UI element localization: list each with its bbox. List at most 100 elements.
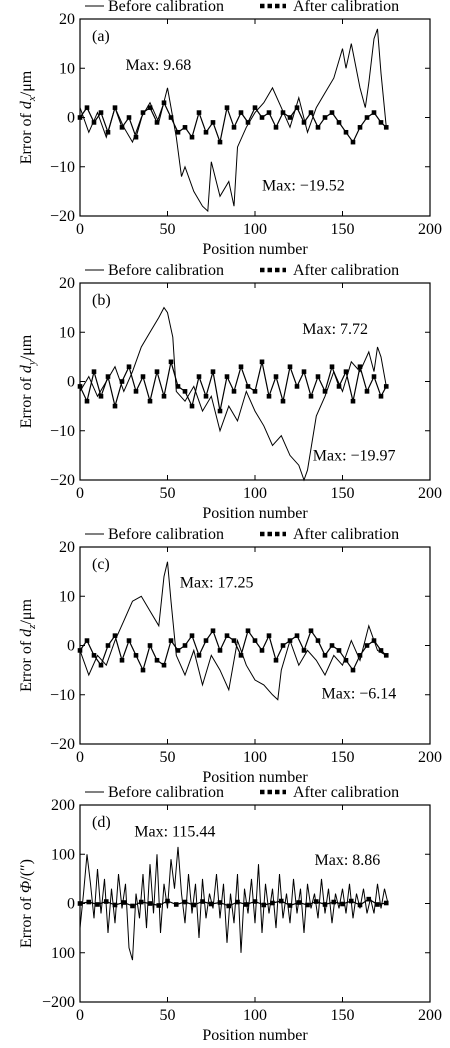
chart-1-series-after-point — [133, 134, 139, 140]
chart-4-series-after-point — [138, 899, 144, 905]
chart-3-ytick-label: 20 — [59, 539, 75, 556]
chart-2: Before calibration After calibration20100… — [18, 262, 442, 522]
chart-1-x-axis-label: Position number — [202, 241, 308, 258]
chart-1-ytick-label: −20 — [50, 208, 75, 225]
chart-1-series-after-point — [308, 110, 314, 115]
chart-1-series-after-point — [182, 125, 188, 130]
chart-2-series-after-point — [98, 393, 104, 399]
chart-3-series-after-point — [133, 653, 139, 658]
chart-1-series-after-point — [168, 115, 174, 120]
chart-4-series-after-point — [348, 898, 354, 904]
chart-3-series-after-point — [217, 648, 223, 653]
chart-2-series-after-point — [77, 384, 83, 389]
chart-2-series-before-line — [79, 306, 387, 482]
chart-3-series-after-point — [119, 657, 125, 663]
chart-3-series-after-point — [357, 653, 363, 658]
chart-3-series-after-point — [336, 648, 342, 653]
chart-2-annotation-2: Max: −19.97 — [313, 447, 396, 464]
chart-2-series-after-point — [126, 364, 132, 370]
chart-3-legend-before-label: Before calibration — [108, 526, 224, 543]
chart-3-ytick-label: 10 — [59, 588, 75, 605]
chart-2-series-after-point — [259, 359, 265, 365]
chart-4-series-before-line — [79, 846, 389, 961]
chart-1-series-after-point — [287, 115, 293, 120]
chart-4-xtick-label: 0 — [76, 1007, 84, 1024]
chart-2-series-after-point — [322, 389, 328, 394]
chart-1-series-after-point — [252, 105, 258, 110]
chart-1-legend-after-label: After calibration — [293, 0, 399, 15]
chart-3-xtick-label: 100 — [243, 749, 267, 766]
chart-4-series-after-point — [95, 902, 100, 907]
chart-4-series-after-point — [217, 900, 223, 905]
chart-3-series-after-point — [315, 638, 321, 643]
chart-1-series-after-point — [350, 139, 356, 145]
chart-1-series-after-point — [154, 120, 160, 125]
chart-1-xtick-label: 150 — [331, 221, 355, 238]
chart-1-xtick-label: 0 — [76, 221, 84, 238]
chart-1-series-after-point — [161, 100, 167, 106]
chart-1-series-after-point — [84, 105, 90, 110]
chart-1-series-after-point — [196, 110, 202, 115]
chart-4-ytick-label: 100 — [51, 945, 75, 962]
chart-3-annotation-1: Max: 17.25 — [180, 574, 254, 591]
chart-4-ytick-label: −200 — [42, 994, 75, 1011]
chart-2-series-after-point — [161, 393, 167, 399]
chart-2-ytick-label: 0 — [67, 374, 75, 391]
chart-3-series-after-point — [126, 638, 132, 643]
chart-4-series-after-point — [235, 899, 240, 905]
chart-3-ytick-label: −10 — [50, 687, 75, 704]
chart-1-series-after-point — [203, 129, 209, 135]
chart-2-series-after-point — [112, 403, 118, 409]
chart-2-series-after-point — [231, 389, 237, 394]
chart-3-series-after-point — [238, 653, 244, 658]
chart-3-series-after-point — [364, 643, 370, 648]
chart-2-series-after-point — [140, 374, 146, 379]
chart-1-series-after-point — [245, 120, 251, 125]
chart-4-series-after-point — [322, 902, 328, 907]
chart-1-annotation-2: Max: −19.52 — [262, 177, 345, 194]
chart-1-series-after-point — [322, 115, 328, 120]
chart-4-xtick-label: 150 — [331, 1007, 355, 1024]
chart-4-series-after-point — [103, 899, 109, 904]
chart-3-series-after-point — [343, 657, 349, 663]
chart-1-series-after-point — [273, 125, 279, 130]
chart-3-annotation-2: Max: −6.14 — [322, 686, 397, 703]
chart-2-series-after-point — [252, 389, 258, 394]
chart-2-series-after-point — [273, 374, 279, 379]
chart-1-xtick-label: 200 — [418, 221, 442, 238]
chart-2-ytick-label: 10 — [59, 324, 75, 341]
chart-3-series-after-point — [224, 633, 230, 638]
chart-3-xtick-label: 150 — [331, 749, 355, 766]
chart-2-ytick-label: −10 — [50, 423, 75, 440]
chart-2-series-after-point — [378, 393, 384, 399]
chart-1-panel-label: (a) — [92, 28, 110, 45]
chart-2-series-after-point — [105, 374, 111, 379]
chart-1-series-after-point — [259, 115, 265, 120]
chart-2-xtick-label: 150 — [331, 485, 355, 502]
chart-1-xtick-label: 50 — [160, 221, 176, 238]
chart-4-series-after-point — [191, 902, 197, 908]
chart-3-series-after-point — [189, 633, 195, 638]
chart-3-series-after-point — [154, 657, 160, 663]
chart-3-x-axis-label: Position number — [202, 769, 308, 786]
chart-3-series-after-point — [322, 653, 328, 658]
chart-1-series-after-point — [217, 139, 223, 145]
chart-3-series-before-line — [79, 561, 387, 701]
chart-4-ytick-label: 100 — [51, 846, 75, 863]
chart-1-series-after-point — [112, 105, 118, 110]
chart-4-series-after-point — [340, 901, 345, 907]
chart-3-series-after-point — [294, 633, 300, 638]
chart-3-series-after-point — [287, 638, 293, 643]
chart-1-series-after-point — [91, 120, 97, 125]
chart-2-series-after-point — [294, 384, 300, 389]
chart-4-series-after-point — [278, 898, 284, 904]
chart-2-ytick-label: 20 — [59, 275, 75, 292]
chart-1-series-after-point — [280, 110, 286, 115]
chart-1-series-after-point — [175, 129, 181, 135]
chart-4-series-after-point — [261, 902, 267, 908]
chart-4-series-after-point — [147, 901, 153, 906]
chart-3-y-axis-label: Error of dz/μm — [18, 599, 38, 692]
chart-1-series-after-point — [210, 120, 216, 125]
chart-2-panel-label: (b) — [92, 292, 111, 309]
chart-2-series-after-point — [364, 389, 370, 394]
